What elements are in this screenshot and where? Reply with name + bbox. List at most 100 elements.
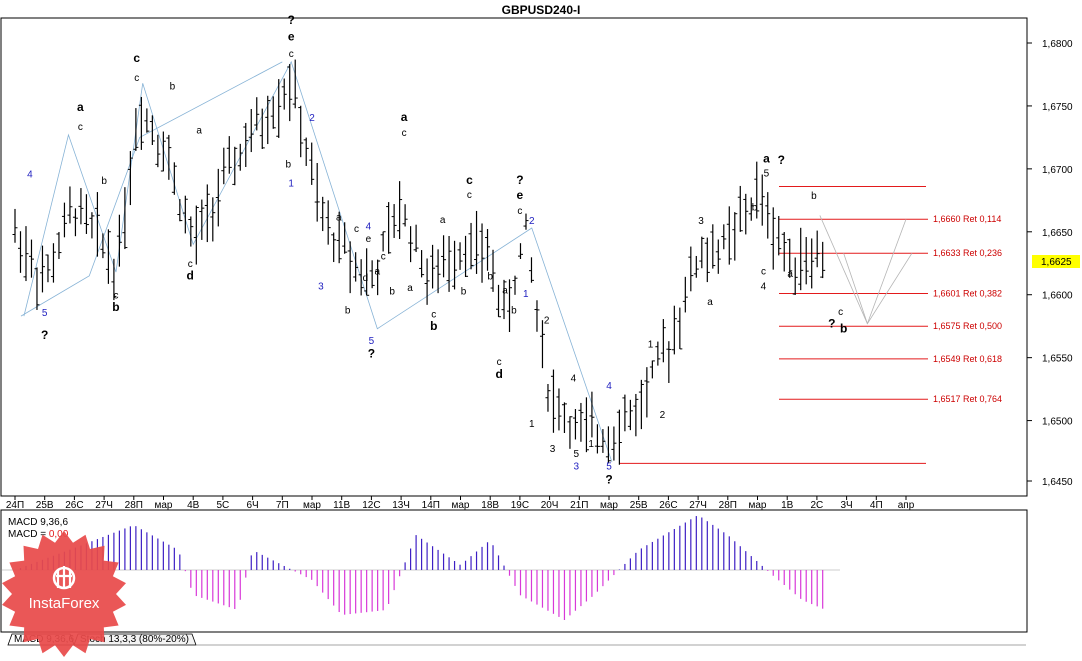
wave-label: c [761,267,766,278]
price-bar [314,162,320,222]
price-bar [594,424,600,454]
price-bar [561,402,567,434]
retracement-label: 1,6517 Ret 0,764 [933,394,1002,404]
price-bar [627,399,633,431]
price-bar [199,199,205,240]
price-bar [408,226,414,263]
price-bar [94,192,100,257]
x-tick-label: 18В [481,500,499,511]
wave-label: b [752,202,758,213]
wave-label: a [196,126,202,137]
price-bar [644,367,650,418]
price-axis: 1,6800 1,6750 1,6700 1,6650 1,6600 1,6550 1,65… [1027,39,1073,488]
price-bar [583,397,589,453]
wave-label: 3 [574,462,580,473]
x-tick-label: мар [155,500,173,511]
price-bar [496,284,502,318]
price-bar [479,223,485,283]
price-bar [72,208,78,237]
price-bar [803,237,809,285]
price-bar [331,232,337,263]
wave-label: 3 [318,282,324,293]
price-bar [166,134,172,180]
price-bar [397,181,403,240]
price-bar [688,246,694,292]
price-bar [127,151,133,206]
wave-label: c [381,251,386,262]
wave-label: b [487,272,493,283]
wave-channel-lines [20,60,913,463]
y-tick-label: 1,6700 [1042,165,1073,176]
price-bar [61,202,67,238]
price-bar [638,379,644,430]
price-bar [270,96,276,129]
price-bar [474,210,480,274]
price-bar [210,197,216,242]
wave-label: 4 [27,170,33,181]
price-bar [83,194,89,234]
price-bar [545,384,551,412]
y-tick-label: 1,6800 [1042,39,1073,50]
price-bar [50,243,56,283]
wave-label: c [497,357,502,368]
price-bar [298,105,304,158]
wave-label: 5 [606,462,612,473]
price-bar [743,193,749,235]
price-bar [666,341,672,383]
retracement-label: 1,6660 Ret 0,114 [933,214,1001,224]
price-bar [364,248,370,296]
price-bar [589,391,595,438]
wave-label: 3 [550,444,556,455]
x-tick-label: 21П [570,500,588,511]
wave-label: a [407,283,413,294]
price-bar [605,426,611,464]
price-bar [517,243,523,260]
price-bar [622,394,628,432]
price-bar [485,229,491,271]
y-tick-label: 1,6600 [1042,291,1073,302]
price-bar [276,79,282,138]
x-tick-label: мар [452,500,470,511]
wave-label: a [440,215,446,226]
retracement-label: 1,6575 Ret 0,500 [933,321,1002,331]
main-panel-frame [0,17,1028,497]
price-bar [320,196,326,232]
wave-label: 5 [574,449,580,460]
instaforex-logo-text: InstaForex [29,595,100,612]
wave-label: b [101,176,107,187]
price-bar [226,136,232,174]
wave-label: 1 [588,439,594,450]
x-tick-label: мар [303,500,321,511]
wave-path [23,60,613,463]
wave-label: c [133,51,140,65]
wave-label: b [389,287,395,298]
x-tick-label: мар [600,500,618,511]
price-bars [12,59,826,465]
price-bar [78,188,84,225]
price-bar [435,249,441,294]
wave-label: 1 [529,419,535,430]
price-bar [490,249,496,292]
wave-path [867,219,907,324]
wave-label: c [289,49,294,60]
wave-label: d [187,269,194,283]
price-bar [28,239,34,278]
indicator-tabs: MACD 9,36,6 Stoch 13,3,3 (80%-20%) [7,633,1026,646]
price-bar [660,319,666,363]
time-axis: 24П 25В 26С 27Ч 28П мар 4В 5С 6Ч 7П мар 11В 12С 13Ч 14… [6,496,915,511]
price-bar [809,238,815,289]
wave-label: 4 [761,282,767,293]
price-bar [721,224,727,250]
price-bar [578,402,584,442]
price-bar [649,360,655,379]
price-bar [452,240,458,290]
wave-label: 5 [369,336,375,347]
x-tick-label: 27Ч [95,500,113,511]
wave-label: c [113,291,118,302]
price-bar [204,184,210,243]
price-bar [699,236,705,269]
wave-label: b [170,82,176,93]
x-tick-label: 28П [719,500,737,511]
price-bar [12,208,18,243]
y-tick-label: 1,6650 [1042,228,1073,239]
